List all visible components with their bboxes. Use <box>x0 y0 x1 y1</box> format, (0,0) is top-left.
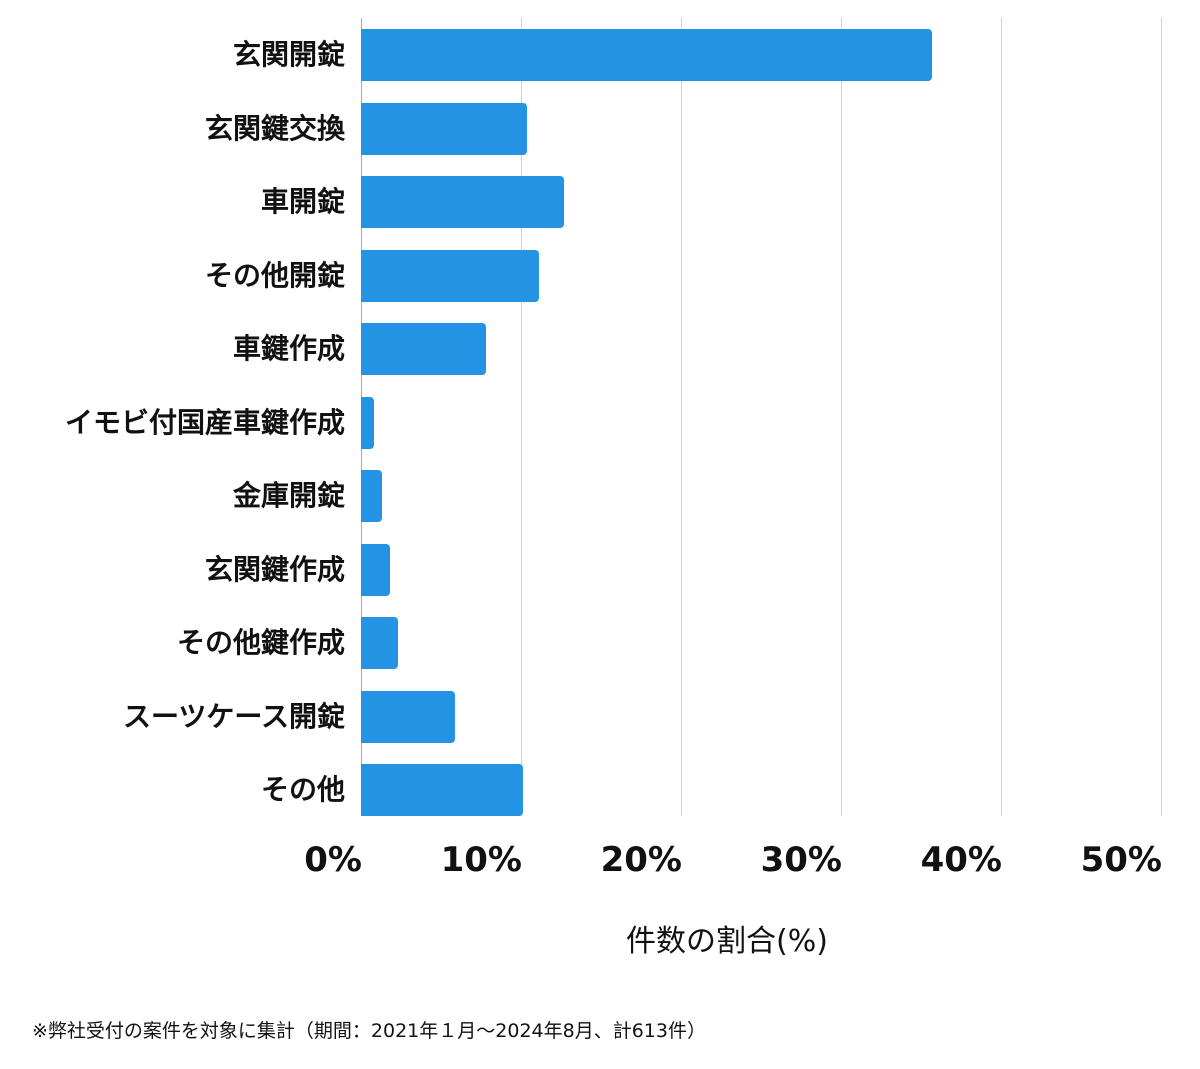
category-label: 車鍵作成 <box>232 332 345 365</box>
bar[interactable] <box>361 690 456 743</box>
gridline <box>841 18 842 816</box>
bar[interactable] <box>361 617 398 669</box>
bar[interactable] <box>361 764 523 816</box>
plot-area <box>361 18 1162 816</box>
bar[interactable] <box>361 102 528 155</box>
gridline <box>1001 18 1002 816</box>
bar[interactable] <box>361 249 539 302</box>
bar[interactable] <box>361 396 374 449</box>
category-label: その他鍵作成 <box>176 626 345 659</box>
x-axis-label: 件数の割合(%) <box>626 924 828 959</box>
x-tick-label: 10% <box>440 840 522 880</box>
category-label: その他 <box>260 773 345 806</box>
gridline <box>681 18 682 816</box>
footnote: ※弊社受付の案件を対象に集計（期間：2021年１月〜2024年8月、計613件） <box>32 1020 706 1042</box>
x-tick-label: 30% <box>760 840 842 880</box>
bar[interactable] <box>361 29 933 81</box>
gridline <box>1161 18 1162 816</box>
category-label: 金庫開錠 <box>232 479 345 512</box>
bar[interactable] <box>361 176 565 228</box>
category-label: その他開錠 <box>204 258 345 292</box>
x-tick-label: 50% <box>1080 840 1162 880</box>
bar[interactable] <box>361 470 382 522</box>
x-tick-label: 20% <box>600 840 682 880</box>
x-tick-label: 0% <box>304 840 362 880</box>
bar[interactable] <box>361 543 390 596</box>
category-label: 車開錠 <box>260 185 345 218</box>
category-label: スーツケース開錠 <box>122 699 345 733</box>
category-label: 玄関開錠 <box>232 38 345 71</box>
category-label: イモビ付国産車鍵作成 <box>64 405 345 439</box>
x-tick-label: 40% <box>920 840 1002 880</box>
gridline <box>521 18 522 816</box>
category-label: 玄関鍵交換 <box>204 111 345 145</box>
bar[interactable] <box>361 323 486 375</box>
category-label: 玄関鍵作成 <box>204 552 345 586</box>
